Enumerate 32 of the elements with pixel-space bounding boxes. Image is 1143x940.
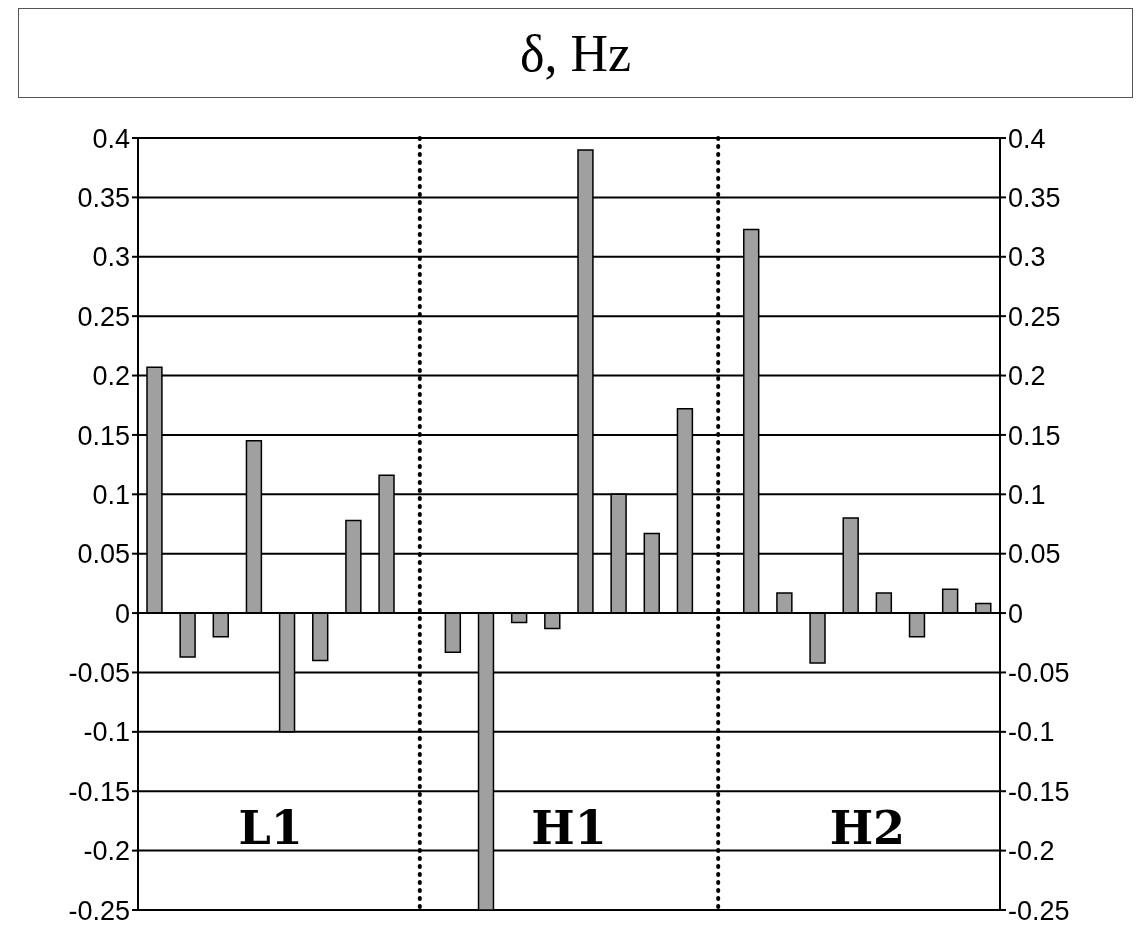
y-tick-label: -0.05 [68, 658, 130, 689]
y-tick-label: 0.15 [77, 420, 130, 451]
y2-tick-label: -0.2 [1008, 836, 1055, 867]
y2-tick-label: 0.1 [1008, 479, 1046, 510]
y-tick-label: 0.35 [77, 182, 130, 213]
y2-tick-label: -0.1 [1008, 717, 1055, 748]
y-tick-label: 0 [114, 598, 130, 629]
y2-tick-label: 0 [1008, 598, 1024, 629]
y-tick-label: 0.2 [92, 361, 130, 392]
y-tick-label: -0.2 [83, 836, 130, 867]
y-tick-label: -0.1 [83, 717, 130, 748]
y2-tick-label: -0.15 [1008, 776, 1070, 807]
y2-tick-label: 0.35 [1008, 182, 1061, 213]
y2-tick-label: 0.4 [1008, 123, 1046, 154]
y-tick-label: 0.1 [92, 479, 130, 510]
y2-tick-label: 0.15 [1008, 420, 1061, 451]
y2-tick-label: -0.25 [1008, 895, 1070, 926]
y2-tick-label: 0.3 [1008, 242, 1046, 273]
y-tick-label: 0.3 [92, 242, 130, 273]
y-tick-label: -0.15 [68, 776, 130, 807]
y2-tick-label: 0.05 [1008, 539, 1061, 570]
y2-tick-label: 0.25 [1008, 301, 1061, 332]
annotation: L1 [238, 801, 303, 856]
chart-title: δ, Hz [18, 8, 1133, 98]
y2-tick-label: 0.2 [1008, 361, 1046, 392]
y-tick-label: -0.25 [68, 895, 130, 926]
y-tick-label: 0.4 [92, 123, 130, 154]
annotation: H2 [829, 801, 906, 856]
y-tick-label: 0.05 [77, 539, 130, 570]
y2-tick-label: -0.05 [1008, 658, 1070, 689]
annotation: H1 [531, 801, 607, 856]
y-tick-label: 0.25 [77, 301, 130, 332]
